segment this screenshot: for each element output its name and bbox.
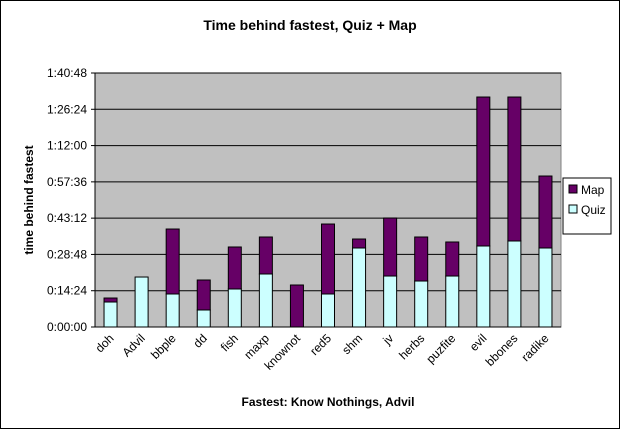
legend-label: Quiz [581,203,606,217]
bar-segment [445,275,460,328]
y-tick-label: 1:12:00 [47,139,87,153]
bar-segment [476,245,491,328]
bar-segment [507,96,522,242]
y-tick-label: 1:40:48 [47,66,87,80]
bar-segment [538,175,553,249]
bar-segment [414,280,429,328]
bar-segment [476,96,491,247]
bar-segment [196,309,211,328]
y-axis-label: time behind fastest [22,145,36,254]
bar-segment [103,301,118,328]
bar-segment [321,223,335,295]
bar-segment [352,238,367,249]
bar-segment [258,236,273,275]
bar-segment [507,240,522,328]
bar-segment [352,247,367,328]
legend-label: Map [581,183,605,197]
bar-segment [289,284,304,328]
bar-segment [227,246,242,290]
bar-segment [165,228,180,295]
bar-segment [258,273,273,328]
chart-title: Time behind fastest, Quiz + Map [203,17,416,33]
x-axis-label: Fastest: Know Nothings, Advil [242,395,415,409]
bar-segment [414,236,429,282]
bar-segment [445,241,460,277]
legend-swatch [568,184,578,194]
y-tick-label: 0:28:48 [47,247,87,261]
bar-segment [538,247,553,328]
bar-segment [321,293,335,328]
y-tick-label: 0:43:12 [47,211,87,225]
y-tick-label: 0:14:24 [47,284,87,298]
bar-segment [134,276,149,328]
bar-segment [103,297,118,303]
bar-segment [383,217,398,277]
y-tick-label: 0:00:00 [47,320,87,334]
bar-segment [383,275,398,328]
y-tick-label: 1:26:24 [47,102,87,116]
bar-segment [196,279,211,311]
bar-segment [227,288,242,328]
bar-segment [165,293,180,328]
y-tick-label: 0:57:36 [47,175,87,189]
legend-swatch [568,204,578,214]
